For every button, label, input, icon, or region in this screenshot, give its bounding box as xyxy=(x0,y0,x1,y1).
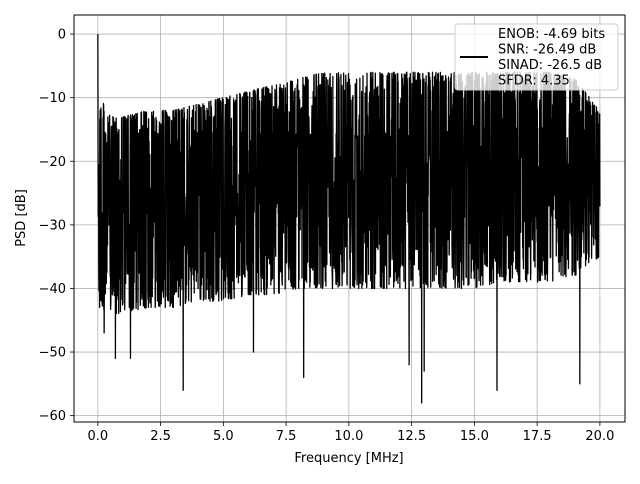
legend-entry: ENOB: -4.69 bits SNR: -26.49 dB SINAD: -26… xyxy=(498,27,605,89)
y-axis-label: PSD [dB] xyxy=(14,189,29,247)
y-tick-label: −40 xyxy=(39,282,66,297)
x-tick-label: 2.5 xyxy=(150,429,171,444)
x-tick-label: 17.5 xyxy=(523,429,552,444)
psd-series-line xyxy=(97,34,601,404)
x-tick-label: 10.0 xyxy=(334,429,363,444)
legend-box xyxy=(454,23,619,91)
x-tick-label: 7.5 xyxy=(276,429,297,444)
y-tick-label: 0 xyxy=(58,28,66,43)
y-tick-label: −50 xyxy=(39,346,66,361)
legend: ENOB: -4.69 bits SNR: -26.49 dB SINAD: -26… xyxy=(454,23,619,91)
y-tick-label: −20 xyxy=(39,155,66,170)
x-axis-ticks: 0.0 2.5 5.0 7.5 10.0 12.5 15.0 17.5 20.0 xyxy=(88,422,614,444)
legend-line-text: SNR: -26.49 dB xyxy=(498,43,596,58)
x-tick-label: 5.0 xyxy=(213,429,234,444)
x-tick-label: 0.0 xyxy=(88,429,109,444)
x-axis-label: Frequency [MHz] xyxy=(294,451,403,466)
y-tick-label: −60 xyxy=(39,409,66,424)
x-tick-label: 20.0 xyxy=(585,429,614,444)
legend-line-text: ENOB: -4.69 bits xyxy=(498,27,605,42)
x-tick-label: 12.5 xyxy=(397,429,426,444)
y-axis-ticks: 0 −10 −20 −30 −40 −50 −60 xyxy=(39,28,74,424)
axes-frame xyxy=(73,14,626,423)
x-tick-label: 15.0 xyxy=(460,429,489,444)
series-layer xyxy=(97,34,601,404)
y-tick-label: −30 xyxy=(39,218,66,233)
y-tick-label: −10 xyxy=(39,91,66,106)
legend-line-text: SINAD: -26.5 dB xyxy=(498,58,602,73)
legend-line-text: SFDR: 4.35 xyxy=(498,74,570,89)
